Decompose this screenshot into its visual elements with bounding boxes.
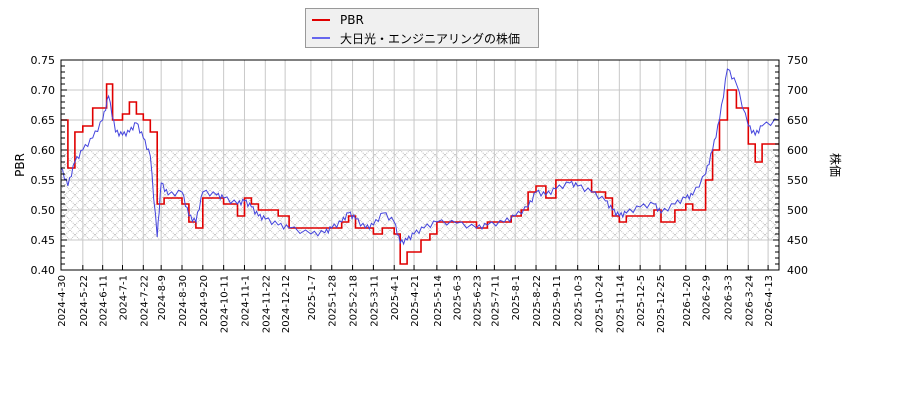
y-right-tick-label: 600 xyxy=(787,144,808,157)
shaded-band xyxy=(61,150,779,240)
y-left-tick-label: 0.40 xyxy=(31,264,56,277)
x-tick-label: 2025-10-3 xyxy=(574,275,585,327)
x-tick-label: 2026-4-13 xyxy=(764,275,775,327)
x-tick-label: 2025-9-11 xyxy=(552,275,563,327)
y-right-tick-label: 500 xyxy=(787,204,808,217)
x-tick-label: 2024-8-9 xyxy=(157,275,168,320)
x-tick-label: 2024-4-30 xyxy=(57,275,68,327)
plot-frame xyxy=(60,59,780,271)
plot-area xyxy=(61,60,779,270)
pbr-line xyxy=(61,83,779,265)
x-tick-label: 2025-8-22 xyxy=(532,275,543,327)
y-right-tick-label: 650 xyxy=(787,114,808,127)
pbr-line-swatch-icon xyxy=(312,19,330,21)
y-right-tick-label: 550 xyxy=(787,174,808,187)
price-line-swatch-icon xyxy=(312,37,330,39)
x-tick-label: 2025-7-11 xyxy=(490,275,501,327)
legend-label-pbr: PBR xyxy=(340,13,364,27)
x-tick-label: 2025-6-3 xyxy=(453,275,464,320)
x-tick-label: 2025-4-1 xyxy=(390,275,401,320)
y-left-tick-label: 0.45 xyxy=(31,234,56,247)
x-tick-label: 2025-1-28 xyxy=(328,275,339,327)
y-left-tick-label: 0.75 xyxy=(31,54,56,67)
legend-item-price: 大日光・エンジニアリングの株価 xyxy=(312,30,520,46)
x-tick-label: 2024-5-22 xyxy=(79,275,90,327)
x-tick-label: 2024-6-11 xyxy=(99,275,110,327)
y-right-tick-label: 400 xyxy=(787,264,808,277)
price-line xyxy=(60,68,780,246)
x-tick-label: 2026-3-24 xyxy=(744,275,755,327)
legend: PBR 大日光・エンジニアリングの株価 xyxy=(305,8,539,48)
x-tick-label: 2025-4-21 xyxy=(410,275,421,327)
y-right-axis-title: 株価 xyxy=(828,153,843,177)
grid-lines xyxy=(60,59,779,271)
axes: 0.40 0.45 0.50 0.55 0.60 0.65 0.70 0.75 400 450 50… xyxy=(13,54,843,333)
x-tick-label: 2024-11-1 xyxy=(241,275,252,327)
x-tick-label: 2025-5-14 xyxy=(433,275,444,327)
x-tick-label: 2024-11-22 xyxy=(261,275,272,333)
x-tick-label: 2025-1-7 xyxy=(307,275,318,320)
series-lines xyxy=(60,68,780,265)
y-left-axis-title: PBR xyxy=(13,153,27,177)
x-tick-label: 2024-10-11 xyxy=(220,275,231,333)
x-tick-label: 2024-7-22 xyxy=(139,275,150,327)
x-tick-label: 2026-1-20 xyxy=(682,275,693,327)
x-tick-label: 2025-12-25 xyxy=(656,275,667,333)
y-left-tick-label: 0.65 xyxy=(31,114,56,127)
y-left-tick-label: 0.70 xyxy=(31,84,56,97)
y-left-tick-label: 0.60 xyxy=(31,144,56,157)
x-tick-label: 2025-12-5 xyxy=(636,275,647,327)
legend-label-price: 大日光・エンジニアリングの株価 xyxy=(340,31,521,46)
x-tick-label: 2026-2-9 xyxy=(702,275,713,320)
x-tick-label: 2024-8-30 xyxy=(178,275,189,327)
x-tick-label: 2025-2-18 xyxy=(349,275,360,327)
x-tick-label: 2025-6-23 xyxy=(473,275,484,327)
y-left-tick-label: 0.55 xyxy=(31,174,56,187)
x-tick-label: 2025-10-24 xyxy=(595,275,606,333)
y-left-tick-label: 0.50 xyxy=(31,204,56,217)
x-tick-label: 2024-9-20 xyxy=(199,275,210,327)
x-tick-label: 2025-3-11 xyxy=(369,275,380,327)
x-tick-label: 2024-12-12 xyxy=(281,275,292,333)
y-right-tick-label: 450 xyxy=(787,234,808,247)
x-tick-label: 2025-11-14 xyxy=(615,275,626,333)
y-right-tick-label: 750 xyxy=(787,54,808,67)
y-right-tick-label: 700 xyxy=(787,84,808,97)
x-tick-label: 2026-3-3 xyxy=(723,275,734,320)
legend-item-pbr: PBR xyxy=(312,12,364,28)
x-tick-label: 2024-7-1 xyxy=(119,275,130,320)
x-tick-label: 2025-8-1 xyxy=(511,275,522,320)
